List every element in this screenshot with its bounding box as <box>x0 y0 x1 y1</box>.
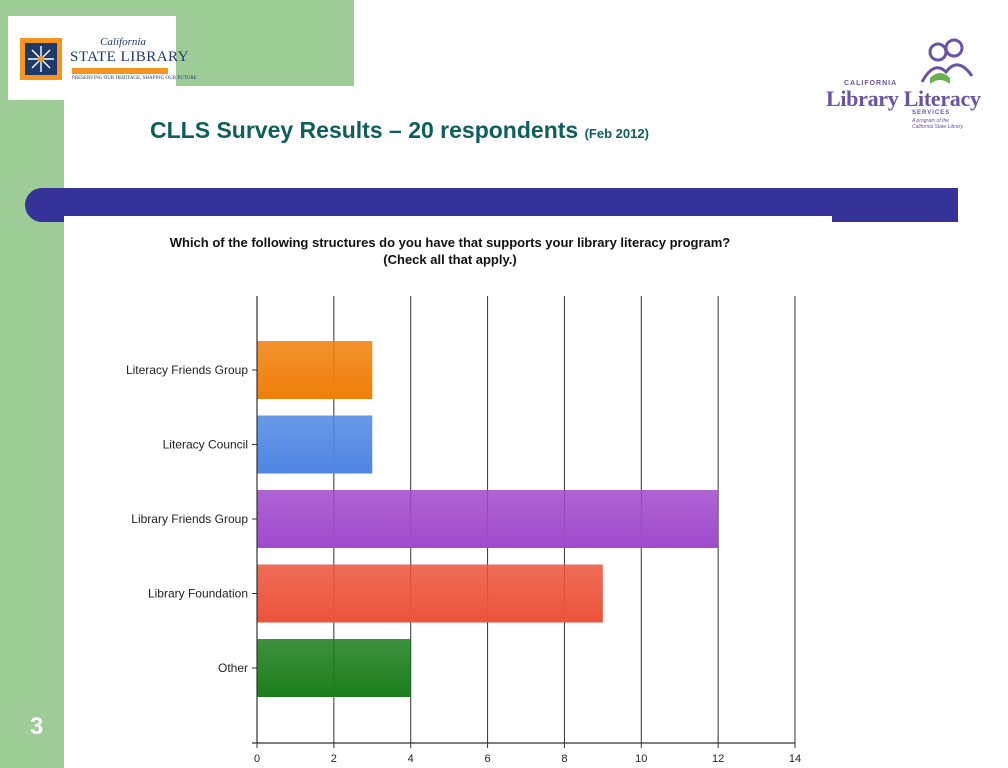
category-label: Library Friends Group <box>131 512 248 526</box>
title-background <box>84 86 484 196</box>
bar <box>257 639 411 697</box>
library-literacy-logo-line1: CALIFORNIA <box>844 80 898 87</box>
x-tick-label: 12 <box>712 753 724 765</box>
library-literacy-logo-line2: Library Literacy <box>826 86 981 111</box>
bar <box>257 415 373 474</box>
star-emblem-icon <box>20 38 62 80</box>
state-library-logo-line1: California <box>100 36 146 48</box>
x-tick-label: 2 <box>331 753 337 765</box>
x-tick-label: 0 <box>254 753 260 765</box>
library-literacy-logo-line3: SERVICES <box>912 110 951 116</box>
x-tick-label: 10 <box>635 753 647 765</box>
library-literacy-logo: CALIFORNIA Library Literacy SERVICES A p… <box>822 38 982 134</box>
people-reading-icon <box>920 38 974 84</box>
bar <box>257 341 373 399</box>
bar <box>257 490 719 548</box>
left-green-panel <box>0 0 64 768</box>
bar <box>257 564 603 623</box>
x-tick-label: 6 <box>485 753 491 765</box>
state-library-tagline: PRESERVING OUR HERITAGE, SHAPING OUR FUT… <box>72 76 197 81</box>
x-tick-label: 4 <box>408 753 414 765</box>
chart-axes: 0 2 4 6 8 10 12 14 Literacy Friends Group Literac… <box>126 296 801 765</box>
library-literacy-logo-program: A program of the California State Librar… <box>912 118 963 130</box>
library-literacy-logo-line5: California State Library <box>912 124 963 130</box>
state-library-logo: California STATE LIBRARY PRESERVING OUR … <box>8 16 197 100</box>
category-label: Literacy Friends Group <box>126 363 248 377</box>
slide-title-main: CLLS Survey Results – 20 respondents <box>150 117 579 143</box>
state-library-logo-line2: STATE LIBRARY <box>70 49 190 65</box>
library-literacy-logo-line4: A program of the <box>912 118 950 124</box>
bar-chart: 0 2 4 6 8 10 12 14 Literacy Friends Group Literac… <box>126 296 801 765</box>
slide-number: 3 <box>30 713 44 740</box>
category-label: Library Foundation <box>148 587 248 601</box>
chart-title: Which of the following structures do you… <box>169 235 731 267</box>
category-label: Literacy Council <box>163 438 248 452</box>
slide-title-date: (Feb 2012) <box>584 126 649 141</box>
category-label: Other <box>218 661 248 675</box>
chart-bars <box>257 341 719 697</box>
slide-title: CLLS Survey Results – 20 respondents (Fe… <box>150 117 649 144</box>
x-tick-label: 14 <box>789 753 801 765</box>
x-tick-label: 8 <box>561 753 567 765</box>
logo-orange-bar <box>72 68 168 74</box>
